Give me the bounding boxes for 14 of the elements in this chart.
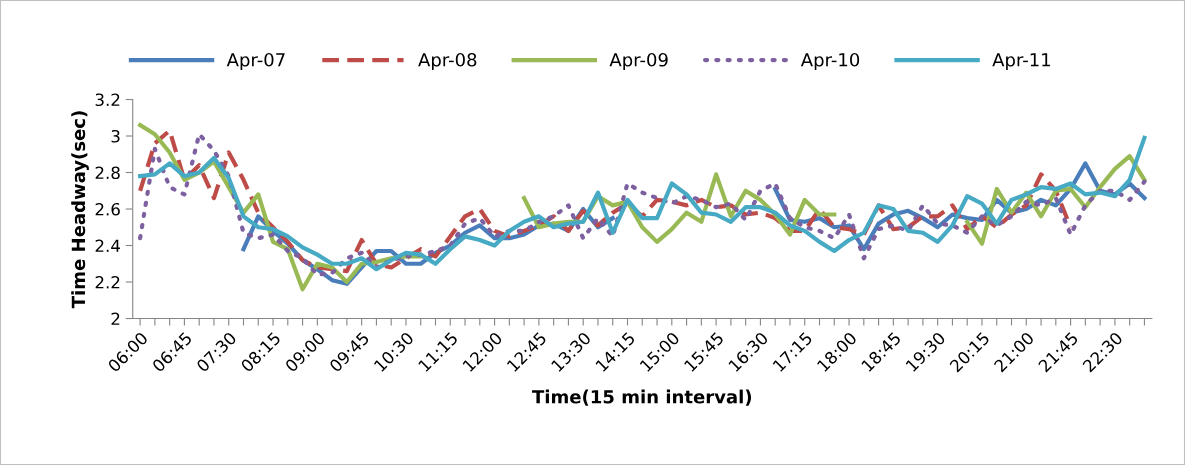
y-tick-label: 2.6 (95, 202, 120, 216)
y-tick-label: 2.4 (95, 239, 120, 252)
y-tick-label: 2.8 (95, 166, 120, 180)
legend-label: Apr-11 (992, 53, 1051, 71)
legend-label: Apr-07 (226, 52, 285, 71)
y-tick-label: 3.2 (95, 93, 120, 107)
y-tick-label: 2.2 (95, 275, 120, 289)
x-axis-title: Time(15 min interval) (532, 389, 752, 406)
y-tick-label: 3 (111, 129, 120, 143)
y-axis-title: Time Headway(sec) (71, 111, 89, 309)
legend-label: Apr-10 (800, 52, 860, 71)
y-tick-label: 2 (111, 312, 120, 325)
legend-label: Apr-09 (609, 52, 668, 71)
legend-label: Apr-08 (418, 52, 477, 71)
